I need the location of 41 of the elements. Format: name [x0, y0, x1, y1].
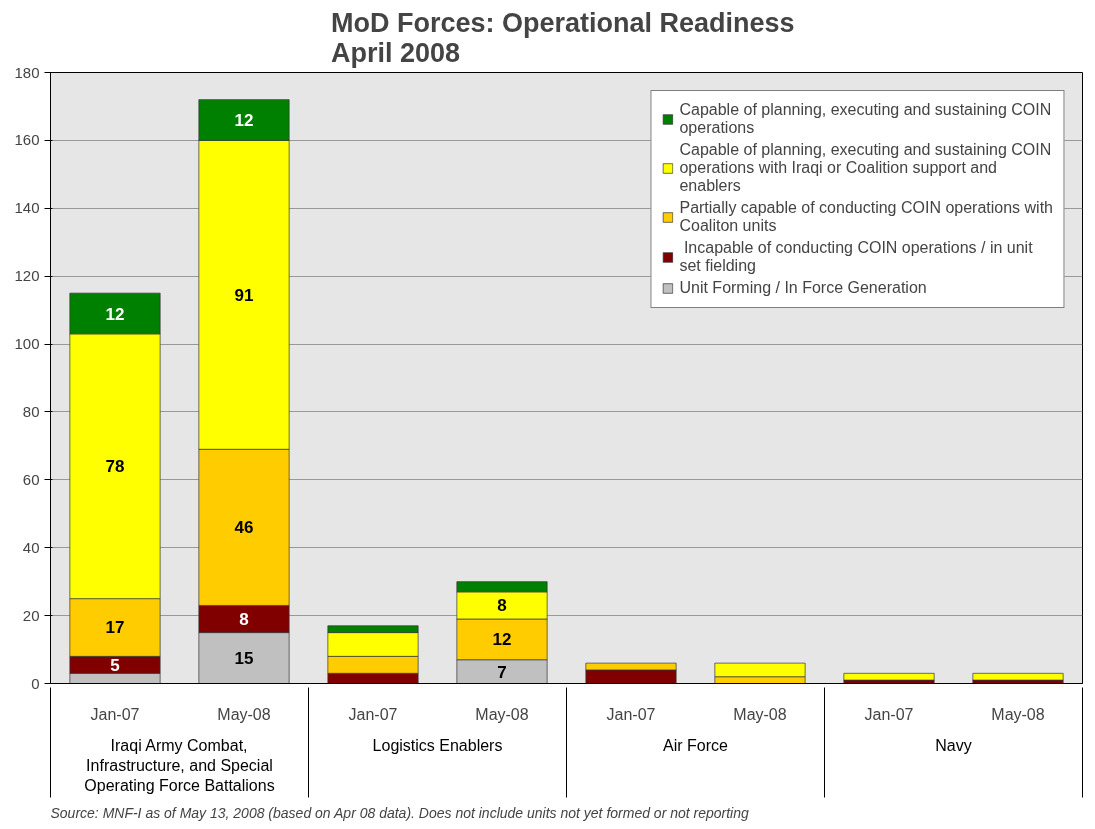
chart-title: MoD Forces: Operational Readiness April 2008	[330, 7, 795, 68]
y-tick-label: 20	[22, 606, 40, 624]
legend-label: Capable of planning, executing and sustaining COIN operations	[679, 101, 1052, 137]
x-tick-label: May-08	[475, 705, 529, 723]
data-label: 15	[234, 649, 254, 669]
y-tick-label: 40	[22, 538, 40, 556]
text: Air Force	[663, 736, 729, 754]
data-label: 7	[497, 662, 507, 682]
text: Logistics Enablers	[372, 736, 503, 754]
data-label: 12	[492, 630, 512, 650]
legend-label: Partially capable of conducting COIN operations with Coaliton units	[679, 199, 1053, 235]
x-tick-label: May-08	[733, 705, 787, 723]
y-tick-label: 140	[14, 199, 40, 217]
x-tick-label: Jan-07	[606, 705, 656, 723]
y-tick-label: 0	[31, 674, 40, 692]
y-tick-label: 100	[14, 335, 40, 353]
x-tick-label: Jan-07	[348, 705, 398, 723]
x-tick-label: Jan-07	[864, 705, 914, 723]
legend-label: Incapable of conducting COIN operations / in unit set fielding	[679, 239, 1033, 275]
y-tick-label: 80	[22, 402, 40, 420]
text: Iraqi Army Combat, Infrastructure, and Special Operating Force Battalions	[84, 736, 275, 795]
data-label: 8	[239, 610, 249, 630]
y-tick-label: 60	[22, 470, 40, 488]
y-tick-label: 180	[14, 63, 40, 81]
legend-label: Unit Forming / In Force Generation	[679, 279, 927, 297]
text: Navy	[935, 736, 972, 754]
data-label: 78	[105, 457, 125, 477]
data-label: 12	[234, 111, 254, 131]
x-tick-label: May-08	[991, 705, 1045, 723]
data-label: 12	[105, 304, 125, 324]
data-label: 17	[105, 618, 125, 638]
y-tick-label: 120	[14, 267, 40, 285]
data-label: 46	[234, 518, 254, 538]
x-tick-label: May-08	[217, 705, 271, 723]
data-label: 8	[497, 596, 507, 616]
y-tick-label: 160	[14, 131, 40, 149]
data-label: 5	[110, 655, 120, 675]
x-tick-label: Jan-07	[90, 705, 140, 723]
legend-label: Capable of planning, executing and sustaining COIN operations with Iraqi or Coalition support and enablers	[679, 141, 1052, 195]
source-note: Source: MNF-I as of May 13, 2008 (based on Apr 08 data). Does not include units not yet formed or not reporting	[50, 804, 750, 821]
data-label: 91	[234, 285, 254, 305]
